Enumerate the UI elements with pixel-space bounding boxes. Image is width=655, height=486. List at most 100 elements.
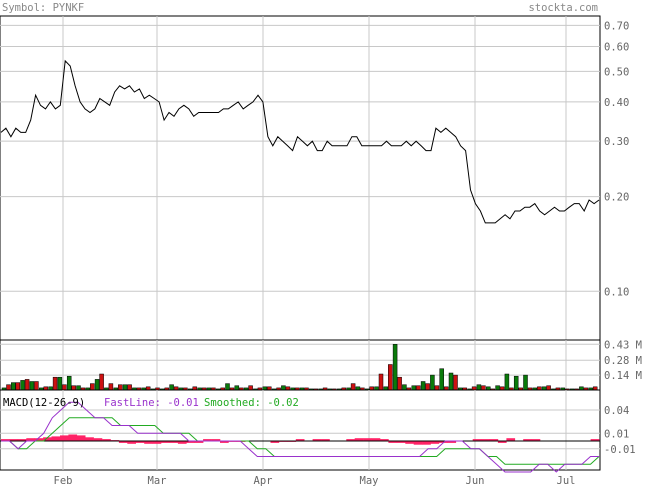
volume-bar-down: [108, 383, 114, 391]
volume-panel: 0.43 M 0.28 M 0.14 M: [0, 339, 642, 391]
volume-bar-up: [225, 383, 230, 391]
volume-bar-down: [453, 374, 458, 391]
price-y-tick-label: 0.20: [604, 192, 629, 204]
volume-bar-down: [434, 385, 440, 391]
volume-bar-up: [504, 373, 510, 391]
volume-bar-down: [15, 382, 21, 391]
price-y-tick-label: 0.40: [604, 97, 629, 109]
macd-histogram-bar: [194, 441, 204, 443]
macd-histogram-bar: [422, 441, 431, 445]
volume-bar-up: [392, 344, 398, 391]
price-y-tick-label: 0.60: [604, 41, 629, 53]
macd-histogram-bar: [371, 438, 381, 441]
x-tick-label: Feb: [54, 475, 73, 486]
x-tick-label: Jun: [466, 475, 485, 486]
macd-gridlines: [0, 390, 600, 470]
macd-title: MACD(12-26-9): [3, 397, 85, 409]
macd-histogram-bar: [321, 439, 330, 441]
macd-histogram-bar: [439, 441, 448, 443]
macd-histogram-bar: [396, 441, 406, 443]
volume-bar-up: [439, 368, 444, 391]
macd-histogram-bar: [68, 434, 78, 441]
macd-histogram-bar: [203, 439, 212, 441]
macd-fast-line: [1, 401, 599, 473]
macd-histogram-bar: [590, 439, 600, 441]
macd-y-tick-label: -0.01: [604, 444, 636, 456]
price-panel: 0.10 0.20 0.30 0.40 0.50 0.60 0.70: [0, 15, 629, 341]
volume-bar-up: [29, 381, 35, 391]
volume-bar-down: [425, 383, 430, 391]
macd-panel-frame: [0, 389, 601, 471]
volume-bar-up: [66, 375, 72, 391]
x-tick-label: Mar: [148, 475, 167, 486]
macd-histogram-bar: [523, 439, 532, 441]
volume-bar-up: [20, 380, 25, 391]
macd-histogram-bar: [85, 437, 94, 441]
macd-histogram-bar: [388, 441, 398, 443]
volume-bar-up: [234, 385, 240, 391]
macd-histogram-bar: [9, 439, 19, 441]
volume-bar-up: [476, 384, 482, 391]
macd-y-axis: 0.04 0.01 -0.01: [604, 405, 636, 456]
macd-y-tick-label: 0.04: [604, 405, 629, 417]
macd-histogram-bar: [102, 439, 111, 441]
volume-bar-down: [481, 385, 486, 391]
macd-smoothed-label: Smoothed: -0.02: [204, 397, 299, 409]
price-y-tick-label: 0.70: [604, 20, 629, 32]
volume-bar-down: [24, 379, 30, 391]
macd-histogram-bar: [177, 441, 187, 444]
macd-histogram-bar: [60, 435, 69, 441]
volume-bar-down: [71, 385, 76, 391]
macd-histogram-bar: [220, 441, 229, 443]
macd-histogram-bar: [430, 441, 440, 444]
macd-histogram-bar: [43, 437, 52, 441]
volume-bars: [1, 344, 598, 391]
volume-bar-down: [397, 376, 402, 391]
macd-histogram-bar: [497, 441, 507, 443]
volume-panel-frame: [0, 339, 601, 391]
macd-histogram-bar: [144, 441, 153, 444]
macd-histogram-bar: [489, 439, 499, 441]
price-y-axis: 0.10 0.20 0.30 0.40 0.50 0.60 0.70: [604, 20, 629, 298]
macd-histogram-bar: [380, 439, 389, 441]
volume-bar-down: [127, 384, 132, 391]
macd-histogram-bar: [186, 441, 195, 443]
volume-bar-down: [90, 383, 95, 391]
price-line: [0, 59, 600, 224]
macd-histogram-bar: [405, 441, 414, 444]
macd-histogram-bar: [506, 438, 516, 441]
symbol-label: Symbol: PYNKF: [2, 2, 84, 14]
volume-bar-up: [122, 384, 128, 391]
price-y-tick-label: 0.10: [604, 286, 629, 298]
macd-histogram-bar: [312, 439, 322, 441]
macd-histogram-bar: [34, 438, 44, 441]
volume-bar-down: [62, 384, 67, 391]
macd-panel: 0.04 0.01 -0.01 MACD(12-26-9) FastLine: -0…: [0, 389, 636, 473]
volume-bar-down: [118, 384, 123, 391]
macd-histogram-bar: [127, 441, 136, 444]
volume-bar-up: [94, 379, 100, 391]
volume-bar-up: [420, 381, 426, 391]
volume-bar-up: [448, 372, 454, 391]
volume-bar-up: [495, 385, 500, 391]
volume-y-axis: 0.43 M 0.28 M 0.14 M: [604, 339, 642, 382]
price-gridlines: [0, 16, 600, 340]
volume-bar-down: [388, 364, 393, 391]
volume-bar-down: [34, 381, 39, 391]
volume-bar-down: [99, 373, 104, 391]
macd-histogram-bar: [363, 438, 372, 441]
header: Symbol: PYNKF stockta.com: [2, 2, 598, 14]
macd-histogram-bar: [51, 436, 61, 441]
macd-histogram-bar: [1, 439, 10, 441]
macd-histogram-bar: [447, 441, 457, 443]
macd-histogram-bar: [17, 439, 27, 441]
macd-histogram-bar: [135, 441, 145, 443]
site-label: stockta.com: [528, 2, 598, 14]
volume-bar-down: [416, 385, 421, 391]
volume-bar-up: [411, 385, 417, 391]
macd-histogram-bar: [481, 439, 490, 441]
price-panel-frame: [0, 15, 601, 341]
volume-bar-down: [350, 383, 356, 391]
volume-bar-down: [546, 385, 551, 391]
